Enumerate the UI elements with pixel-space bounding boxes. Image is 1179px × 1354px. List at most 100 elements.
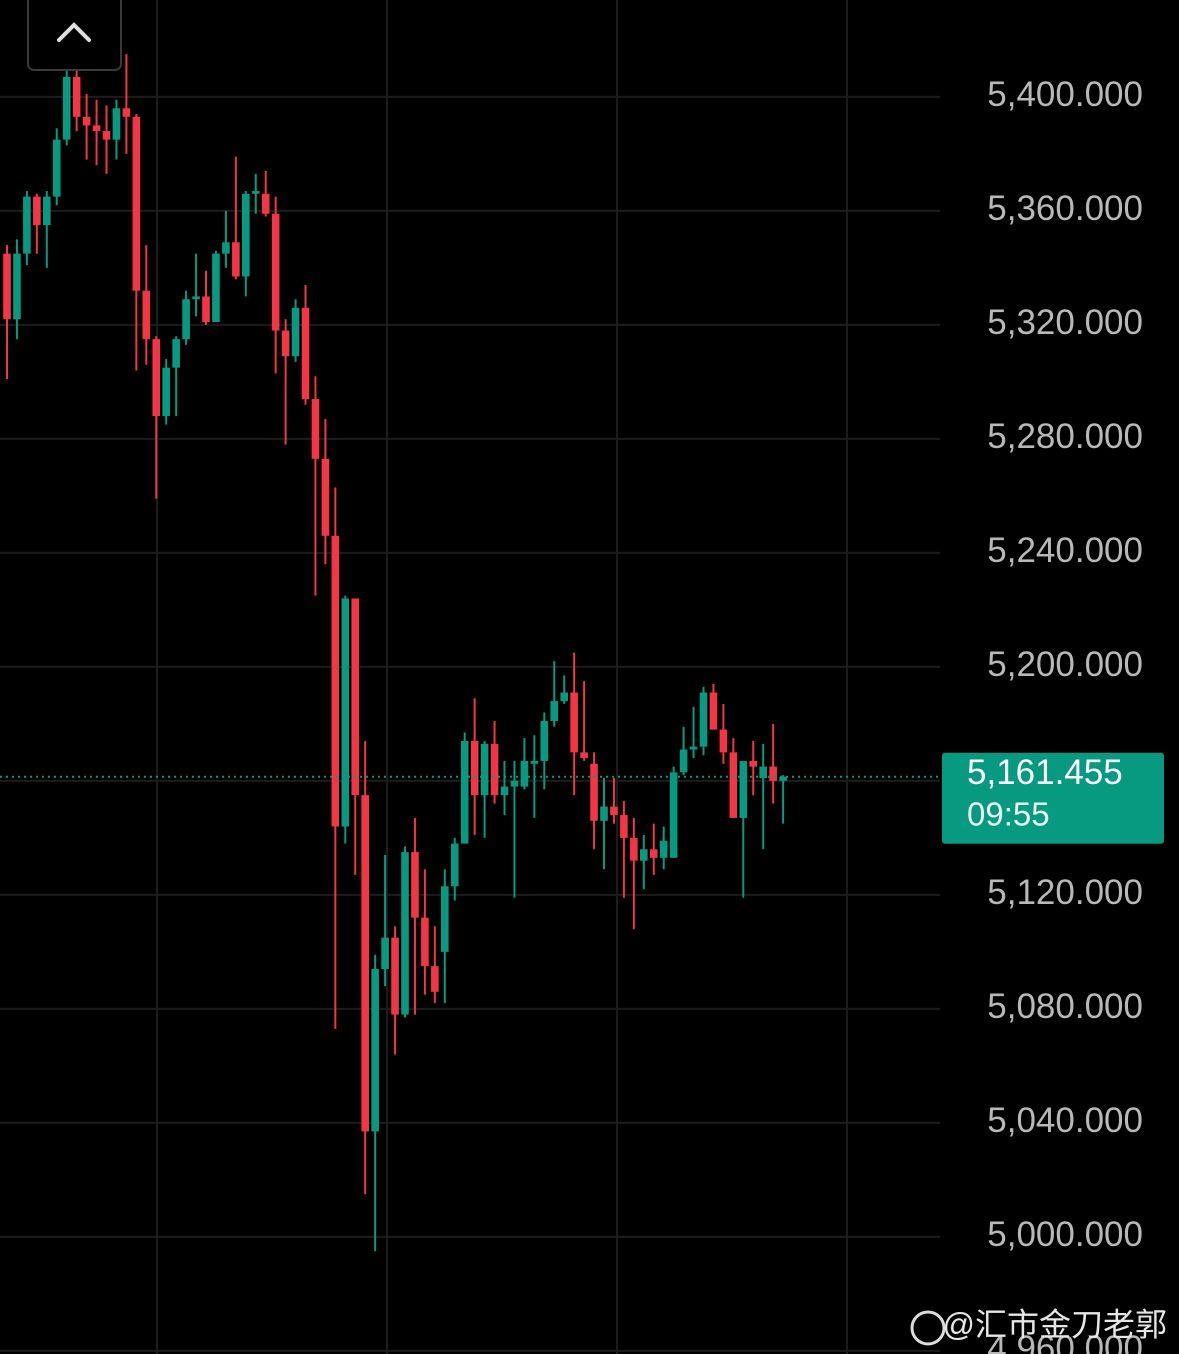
candle-body [371,968,379,1132]
candle-body [182,299,190,340]
candle-body [3,253,11,320]
candle-body [630,837,638,861]
collapse-button[interactable] [27,0,122,71]
candle-body [43,196,51,226]
candle-body [640,849,648,861]
candle-body [251,190,260,194]
chevron-up-icon [57,22,91,42]
candle-body [152,339,161,417]
y-tick-label: 5,320.000 [987,303,1143,342]
candle-body [82,116,91,126]
candle-body [769,766,777,781]
candle-body [192,296,200,300]
watermark-group: @汇市金刀老郭 [910,1306,1168,1346]
candle-body [112,108,121,140]
candle-body [580,752,588,759]
candle-body [669,772,678,858]
candle-body [431,966,439,992]
candle-body [490,743,499,796]
candle-body [391,937,399,1015]
y-tick-label: 5,200.000 [987,645,1143,684]
candle-body [759,766,767,779]
y-tick-label: 5,360.000 [987,189,1143,228]
y-tick-label: 5,400.000 [987,75,1143,114]
candle-body [699,692,708,747]
candle-body [222,242,230,254]
candle-body [33,196,41,226]
candle-body [321,458,330,536]
candle-body [450,843,459,887]
candle-body [162,367,170,417]
candle-body [620,815,628,838]
candle-body [729,752,738,818]
candle-body [500,786,509,796]
candle-body [401,852,409,1015]
weibo-icon [910,1310,946,1346]
y-tick-label: 5,240.000 [987,531,1143,570]
candle-body [72,76,81,117]
candle-body [689,746,698,750]
candle-body [520,760,529,787]
candle-body [23,196,31,254]
button-frame[interactable] [27,0,122,71]
candle-body [381,937,389,969]
candle-body [749,760,758,767]
candle-body [212,253,220,323]
y-tick-label: 5,280.000 [987,417,1143,456]
y-tick-label: 5,080.000 [987,987,1143,1026]
y-tick-label: 5,040.000 [987,1101,1143,1140]
candle-body [550,701,559,722]
candle-body [331,535,340,827]
candle-body [291,307,300,357]
watermark: @汇市金刀老郭 [943,1306,1168,1342]
candle-body [281,330,290,357]
candle-body [600,806,608,821]
candle-body [361,795,369,1132]
candle-body [421,917,429,967]
candle-body [659,840,668,858]
candle-body [411,852,419,918]
candle-body [610,806,618,816]
candle-body [311,398,320,459]
candle-body [530,760,539,764]
candle-body [709,692,718,730]
candle-body [351,598,360,796]
y-tick-label: 5,120.000 [987,873,1143,912]
candle-body [202,296,210,323]
candle-body [132,116,141,291]
countdown-label: 09:55 [967,795,1050,832]
time-grid [156,0,848,1354]
candle-body [719,729,728,753]
candle-body [540,721,549,761]
y-tick-label: 4,960.000 [987,1329,1143,1354]
candle-body [480,743,489,796]
candle-body [560,692,568,702]
candle-body [242,193,250,277]
candle-body [232,242,240,277]
candle-body [102,131,111,140]
candle-body [172,339,180,368]
candle-body [779,776,787,781]
candle-body [122,108,131,117]
candle-body [679,749,688,773]
candle-body [301,307,310,399]
candle-body [341,598,350,827]
candle-body [460,740,469,844]
candle-body [441,886,449,952]
candle-body [570,692,578,753]
candle-body [590,763,598,821]
last-price-box [942,752,1164,844]
candle-body [510,780,519,787]
candle-body [62,76,71,140]
candle-body [739,760,748,818]
candle-body [271,213,280,331]
candle-body [261,193,270,214]
candle-body [52,139,61,197]
y-tick-label: 5,000.000 [987,1215,1143,1254]
last-price-label: 5,161.455 [967,753,1123,792]
candle-body [13,253,21,320]
candle-body [92,125,101,132]
candle-body [470,740,479,796]
